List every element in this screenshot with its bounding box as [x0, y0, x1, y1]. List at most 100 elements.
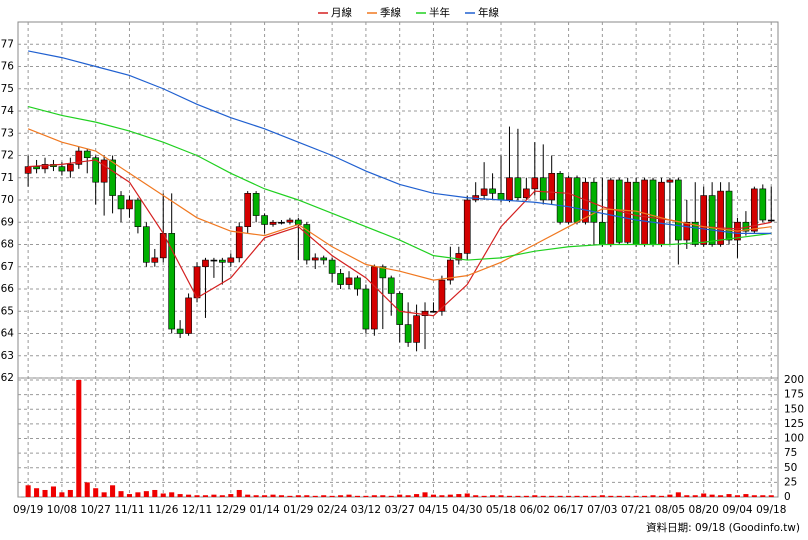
- plot-frame: [17, 21, 779, 498]
- volume-bar: [456, 494, 462, 497]
- legend-label: 半年: [429, 6, 450, 19]
- volume-bar: [169, 492, 175, 497]
- volume-bar: [414, 494, 420, 497]
- candle-body: [58, 166, 66, 172]
- candle-body: [573, 177, 581, 223]
- volume-bar: [346, 494, 352, 497]
- volume-bar: [473, 495, 479, 497]
- candle-body: [371, 266, 378, 330]
- candle-body: [117, 195, 125, 210]
- volume-bar: [447, 494, 453, 497]
- y-tick-label: 71: [1, 172, 14, 184]
- y-tick-label: 125: [784, 418, 804, 430]
- volume-bar: [760, 495, 766, 497]
- x-tick-label: 09/18: [756, 504, 786, 516]
- legend-label: 月線: [331, 6, 352, 19]
- candle-body: [463, 199, 471, 254]
- y-tick-label: 76: [1, 61, 15, 73]
- candle-body: [261, 215, 268, 225]
- volume-bar: [76, 380, 82, 497]
- candle-body: [632, 181, 640, 245]
- candle-body: [717, 190, 724, 245]
- candle-body: [151, 257, 159, 263]
- y-tick-label: 50: [784, 462, 797, 474]
- candle-body: [286, 219, 294, 223]
- candle-body: [176, 328, 184, 334]
- moving-average-line: [28, 50, 772, 234]
- x-tick-label: 09/19: [13, 504, 43, 516]
- volume-bar: [405, 495, 411, 497]
- x-tick-label: 10/08: [47, 504, 77, 516]
- x-tick-label: 10/27: [81, 504, 111, 516]
- candle-body: [421, 310, 429, 316]
- candle-body: [725, 190, 733, 241]
- candle-body: [447, 259, 454, 281]
- volume-bar: [430, 494, 436, 497]
- data-date-note: 資料日期: 09/18 (Goodinfo.tw): [646, 521, 800, 534]
- volume-bar: [278, 495, 284, 497]
- y-tick-label: 64: [1, 328, 15, 340]
- volume-bar: [295, 495, 301, 497]
- volume-bar: [380, 495, 386, 497]
- x-tick-label: 12/29: [216, 504, 246, 516]
- candle-body: [269, 221, 277, 225]
- y-tick-label: 66: [1, 283, 15, 295]
- candle-body: [219, 259, 226, 263]
- legend-label: 年線: [478, 6, 499, 19]
- volume-bar: [110, 485, 116, 497]
- candle-body: [337, 273, 344, 285]
- volume-bar: [642, 495, 648, 497]
- candle-body: [404, 324, 412, 343]
- volume-bar: [236, 489, 242, 497]
- volume-bar: [135, 492, 141, 497]
- y-tick-label: 75: [784, 447, 797, 459]
- x-tick-label: 06/17: [553, 504, 583, 516]
- y-tick-label: 62: [1, 372, 14, 384]
- candle-body: [413, 315, 420, 343]
- candle-body: [438, 279, 446, 312]
- volume-bar: [354, 495, 360, 497]
- y-tick-label: 67: [1, 261, 14, 273]
- volume-bar: [304, 495, 310, 497]
- candle-body: [531, 177, 539, 190]
- volume-bar: [532, 495, 538, 497]
- x-tick-label: 02/24: [317, 504, 348, 516]
- candle-body: [751, 188, 758, 232]
- x-tick-label: 08/20: [689, 504, 719, 516]
- candle-body: [497, 193, 505, 201]
- volume-bar: [59, 492, 65, 497]
- candle-body: [311, 257, 319, 261]
- volume-bar: [549, 495, 555, 497]
- candle-body: [759, 188, 767, 221]
- y-tick-label: 63: [1, 350, 14, 362]
- volume-bar: [84, 482, 90, 497]
- candle-body: [362, 288, 370, 330]
- volume-bar: [751, 495, 757, 497]
- volume-bar: [718, 495, 724, 497]
- candle-body: [185, 297, 192, 334]
- candle-body: [354, 277, 361, 290]
- volume-bar: [506, 495, 512, 497]
- candle-body: [548, 173, 556, 201]
- x-tick-label: 12/11: [182, 504, 212, 516]
- candle-body: [387, 277, 395, 294]
- candle-body: [83, 150, 91, 159]
- volume-bar: [194, 495, 200, 497]
- volume-bar: [202, 495, 208, 497]
- x-tick-label: 01/14: [249, 504, 280, 516]
- x-tick-label: 01/29: [283, 504, 313, 516]
- candle-body: [168, 233, 176, 330]
- volume-bar: [101, 492, 107, 497]
- volume-bar: [675, 492, 681, 497]
- volume-bar: [582, 495, 588, 497]
- volume-bar: [566, 495, 572, 497]
- volume-bar: [692, 495, 698, 497]
- volume-bar: [540, 495, 546, 497]
- y-tick-label: 0: [784, 491, 791, 503]
- volume-bar: [388, 495, 394, 497]
- moving-average-line: [27, 105, 772, 261]
- volume-bar: [574, 495, 580, 497]
- volume-bar: [321, 495, 327, 497]
- candle-body: [523, 188, 530, 199]
